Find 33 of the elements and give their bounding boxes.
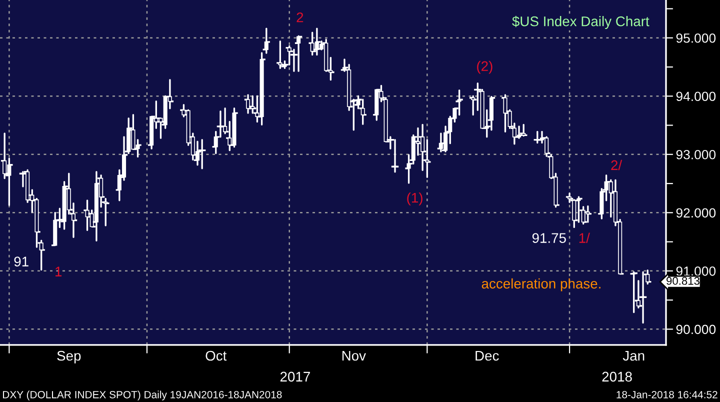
candlestick xyxy=(262,28,270,54)
x-tick-label: Nov xyxy=(342,350,366,361)
candlestick xyxy=(639,271,647,324)
text: 18-Jan-2018 16:44:52 xyxy=(616,390,718,398)
y-tick-label: 94.000 xyxy=(676,92,716,102)
x-tick-label: Dec xyxy=(476,350,499,361)
annotation: 91.75 xyxy=(532,233,566,243)
annotation: 1 xyxy=(56,266,62,276)
text: 2018 xyxy=(602,372,632,382)
x-tick-label: Sep xyxy=(57,350,81,364)
text: $US Index Daily Chart xyxy=(512,16,650,29)
annotation: 2 xyxy=(296,12,304,22)
annotation: 90.813 xyxy=(666,276,700,285)
annotation: 1/ xyxy=(579,232,590,243)
x-tick-label: Jan xyxy=(622,350,644,361)
candlestick xyxy=(294,35,302,72)
annotation: 2/ xyxy=(611,160,622,170)
annotation: acceleration phase. xyxy=(482,278,600,292)
y-tick-label: 93.000 xyxy=(676,150,716,160)
candlestick xyxy=(391,138,399,173)
text: DXY (DOLLAR INDEX SPOT) Daily 19JAN2016-18JAN2018 xyxy=(3,390,282,400)
annotation: (2) xyxy=(477,60,492,74)
text: 2017 xyxy=(280,372,310,382)
x-tick-label: Oct xyxy=(206,350,227,361)
candlestick xyxy=(244,94,252,114)
annotation: 91 xyxy=(14,256,28,266)
y-tick-label: 92.000 xyxy=(676,208,716,218)
y-tick-label: 91.000 xyxy=(676,266,716,276)
candlestick xyxy=(52,212,59,246)
y-tick-label: 95.000 xyxy=(676,33,716,43)
candlestick xyxy=(92,171,100,242)
annotation: (1) xyxy=(407,192,422,206)
y-tick-label: 90.000 xyxy=(676,324,716,334)
